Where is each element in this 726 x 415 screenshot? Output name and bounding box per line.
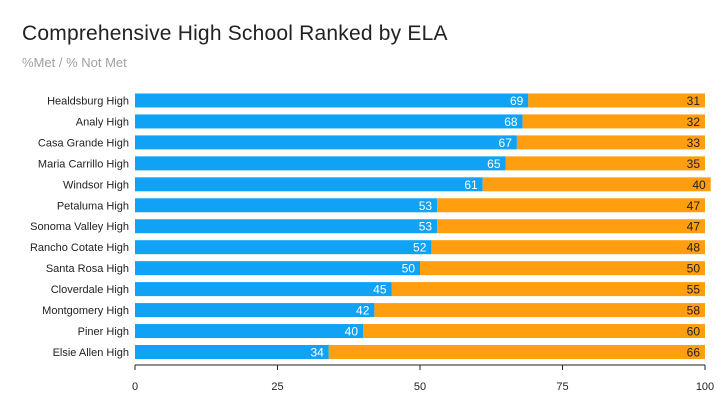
category-label: Elsie Allen High (53, 347, 129, 359)
x-tick-label: 25 (271, 381, 283, 393)
bar-met (135, 261, 420, 276)
bar-met (135, 156, 506, 171)
bar-not-met (505, 156, 705, 171)
data-label-met: 53 (419, 220, 433, 234)
data-label-not-met: 40 (692, 178, 706, 192)
data-label-met: 53 (419, 199, 433, 213)
data-label-met: 68 (504, 115, 518, 129)
x-tick-label: 50 (414, 381, 426, 393)
bar-not-met (391, 282, 705, 297)
data-label-not-met: 66 (687, 346, 701, 360)
data-label-met: 50 (402, 262, 416, 276)
bar-not-met (482, 177, 711, 192)
data-label-met: 52 (413, 241, 427, 255)
bar-not-met (528, 93, 705, 108)
data-label-met: 40 (345, 325, 359, 339)
category-label: Casa Grande High (38, 137, 129, 149)
bar-not-met (420, 261, 705, 276)
category-label: Rancho Cotate High (30, 242, 129, 254)
category-label: Montgomery High (42, 305, 129, 317)
bar-met (135, 219, 438, 234)
category-label: Cloverdale High (51, 284, 129, 296)
category-label: Analy High (76, 116, 129, 128)
data-label-not-met: 60 (687, 325, 701, 339)
bar-met (135, 282, 392, 297)
bar-not-met (522, 114, 705, 129)
data-label-not-met: 50 (687, 262, 701, 276)
data-label-not-met: 35 (687, 157, 701, 171)
bar-not-met (516, 135, 705, 150)
bar-met (135, 135, 517, 150)
data-label-met: 42 (356, 304, 370, 318)
data-label-met: 61 (464, 178, 478, 192)
data-label-not-met: 48 (687, 241, 701, 255)
category-label: Sonoma Valley High (30, 221, 129, 233)
chart-title: Comprehensive High School Ranked by ELA (22, 22, 448, 45)
data-label-met: 45 (373, 283, 387, 297)
bar-not-met (431, 240, 705, 255)
data-label-met: 65 (487, 157, 501, 171)
x-tick-label: 75 (556, 381, 568, 393)
category-label: Healdsburg High (47, 95, 129, 107)
data-label-not-met: 32 (687, 115, 701, 129)
x-tick-label: 0 (132, 381, 138, 393)
category-label: Santa Rosa High (46, 263, 129, 275)
x-tick-label: 100 (696, 381, 714, 393)
bar-met (135, 114, 523, 129)
category-label: Piner High (78, 326, 129, 338)
data-label-not-met: 31 (687, 94, 701, 108)
data-label-not-met: 33 (687, 136, 701, 150)
data-label-not-met: 47 (687, 199, 701, 213)
category-label: Windsor High (63, 179, 129, 191)
data-label-not-met: 55 (687, 283, 701, 297)
bar-not-met (374, 303, 705, 318)
bar-met (135, 303, 375, 318)
data-label-met: 67 (499, 136, 513, 150)
bar-not-met (437, 198, 705, 213)
data-label-met: 34 (310, 346, 324, 360)
bar-met (135, 324, 363, 339)
bar-met (135, 177, 483, 192)
chart-subtitle: %Met / % Not Met (22, 55, 127, 70)
bar-met (135, 93, 529, 108)
data-label-not-met: 47 (687, 220, 701, 234)
bar-not-met (328, 345, 705, 359)
category-label: Petaluma High (57, 200, 129, 212)
data-label-not-met: 58 (687, 304, 701, 318)
bar-not-met (363, 324, 705, 339)
bar-not-met (437, 219, 705, 234)
category-label: Maria Carrillo High (38, 158, 129, 170)
bar-met (135, 240, 432, 255)
data-label-met: 69 (510, 94, 524, 108)
bar-met (135, 345, 329, 359)
bar-met (135, 198, 438, 213)
